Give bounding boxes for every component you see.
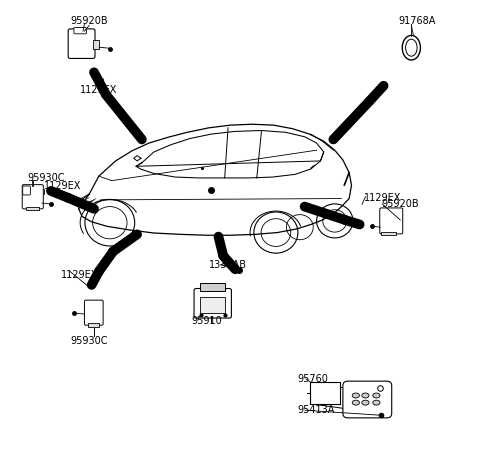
Bar [381, 232, 396, 235]
Text: 1129EX: 1129EX [80, 85, 118, 95]
Ellipse shape [352, 400, 360, 405]
Bar [88, 323, 99, 326]
Text: 1129EX: 1129EX [60, 270, 98, 280]
Ellipse shape [406, 39, 417, 56]
Bar [311, 382, 340, 405]
FancyBboxPatch shape [84, 300, 103, 325]
FancyBboxPatch shape [68, 29, 95, 58]
FancyBboxPatch shape [74, 27, 86, 34]
Text: 1129EX: 1129EX [364, 193, 402, 202]
Text: 91768A: 91768A [398, 16, 436, 26]
Text: 1337AB: 1337AB [209, 260, 247, 270]
Ellipse shape [373, 393, 380, 398]
FancyBboxPatch shape [23, 186, 30, 195]
Bar [93, 40, 99, 49]
Ellipse shape [352, 393, 360, 398]
Ellipse shape [362, 393, 369, 398]
FancyBboxPatch shape [380, 208, 403, 234]
FancyBboxPatch shape [343, 381, 392, 418]
Text: 95413A: 95413A [298, 405, 335, 415]
Ellipse shape [402, 35, 420, 60]
Text: 95910: 95910 [191, 316, 222, 326]
Text: 95920B: 95920B [381, 199, 419, 209]
FancyBboxPatch shape [194, 289, 231, 318]
Text: 95760: 95760 [298, 374, 328, 384]
Bar [200, 297, 225, 313]
Text: 95930C: 95930C [71, 336, 108, 346]
Bar [25, 207, 39, 210]
Text: 1129EX: 1129EX [44, 181, 81, 191]
Bar [200, 283, 225, 291]
Ellipse shape [373, 400, 380, 405]
Text: 95930C: 95930C [27, 172, 64, 182]
Ellipse shape [362, 400, 369, 405]
Text: 95920B: 95920B [71, 16, 108, 26]
FancyBboxPatch shape [22, 185, 43, 209]
